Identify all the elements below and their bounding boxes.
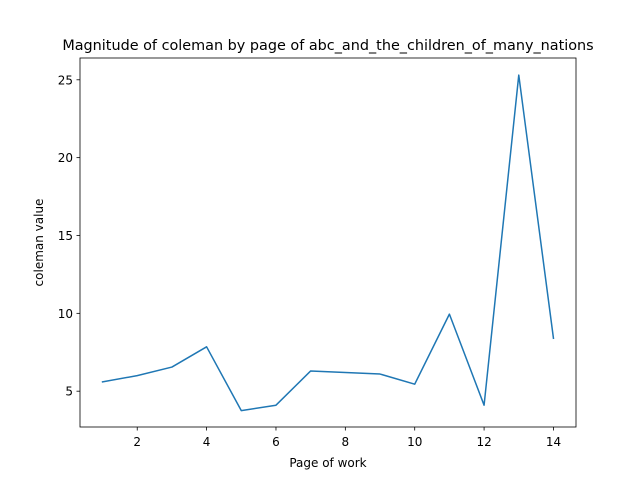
data-point	[483, 404, 486, 407]
y-tick-label: 15	[58, 229, 73, 243]
data-point	[240, 409, 243, 412]
y-tick-label: 25	[58, 73, 73, 87]
x-tick-label: 4	[203, 435, 211, 449]
series-layer	[101, 74, 555, 412]
data-point	[413, 383, 416, 386]
data-point	[205, 345, 208, 348]
axis-ticks: 2 4 6 8 10 12 14 5 10 15 20 25	[58, 73, 561, 449]
coleman-series-line	[101, 74, 555, 412]
data-point	[274, 404, 277, 407]
data-point	[170, 366, 173, 369]
y-tick-label: 10	[58, 307, 73, 321]
data-point	[101, 380, 104, 383]
plot-area-frame	[79, 57, 577, 428]
data-point	[448, 313, 451, 316]
x-tick-label: 2	[133, 435, 141, 449]
data-point	[309, 369, 312, 372]
chart-title: Magnitude of coleman by page of abc_and_…	[62, 38, 593, 54]
data-point	[517, 74, 520, 77]
data-point	[136, 374, 139, 377]
y-axis-label: coleman value	[32, 199, 46, 287]
data-point	[552, 337, 555, 340]
x-tick-label: 6	[272, 435, 280, 449]
y-tick-label: 20	[58, 151, 73, 165]
y-tick-label: 5	[65, 385, 73, 399]
data-point	[344, 371, 347, 374]
data-point	[379, 373, 382, 376]
x-tick-label: 10	[407, 435, 422, 449]
x-tick-label: 12	[476, 435, 491, 449]
x-axis-label: Page of work	[289, 456, 366, 470]
x-tick-label: 8	[342, 435, 350, 449]
x-tick-label: 14	[546, 435, 561, 449]
